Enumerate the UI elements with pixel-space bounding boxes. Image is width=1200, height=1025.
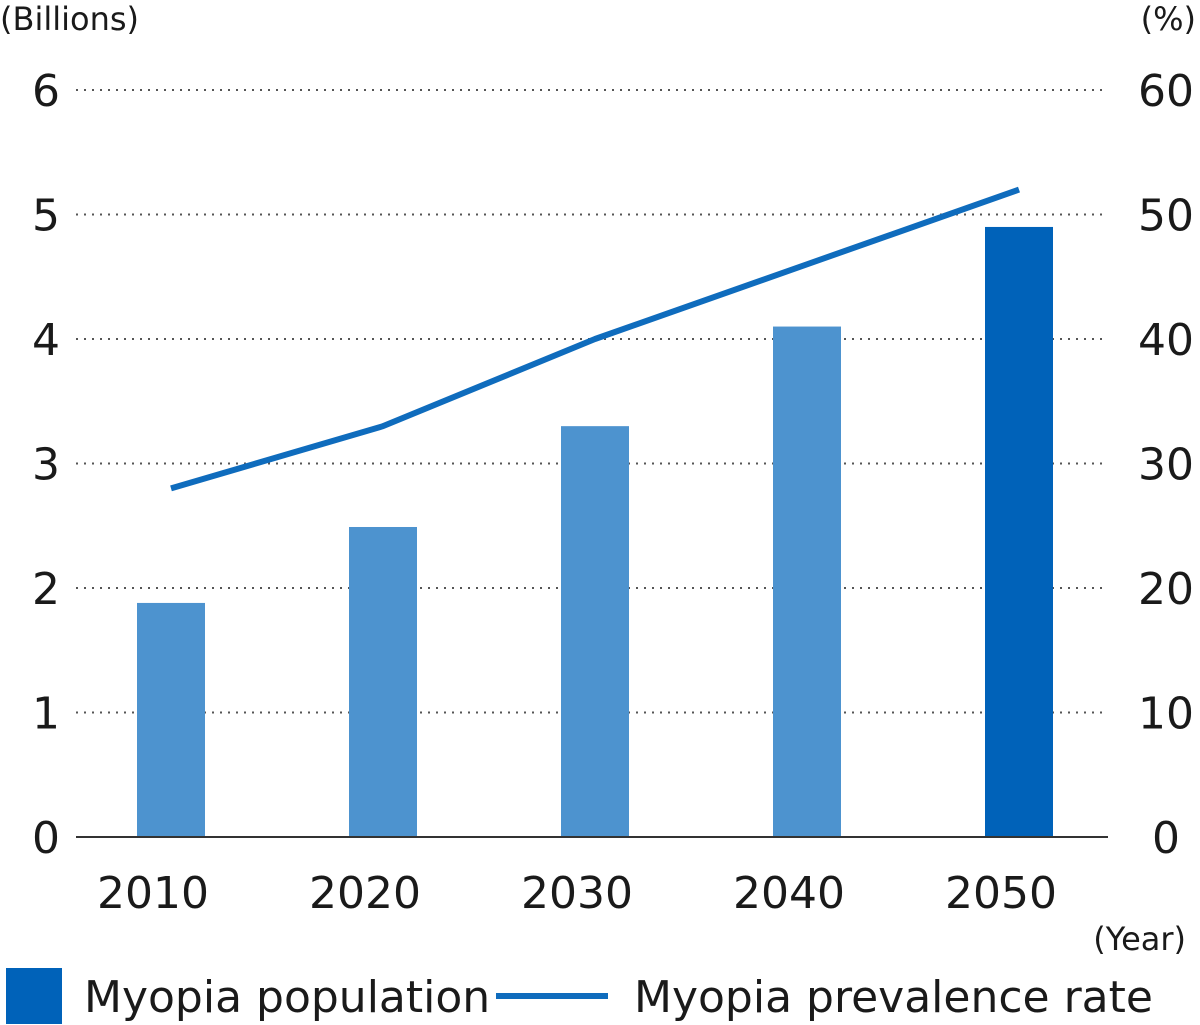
- left-tick-label: 2: [32, 564, 60, 615]
- x-tick-label: 2030: [521, 868, 633, 919]
- x-tick-label: 2040: [733, 868, 845, 919]
- bar-2020: [349, 526, 417, 837]
- right-tick-label: 10: [1138, 689, 1194, 740]
- prevalence-line: [170, 186, 1020, 492]
- x-axis-unit: (Year): [1093, 920, 1186, 958]
- x-tick-label: 2050: [945, 868, 1057, 919]
- bar-2030: [561, 426, 629, 837]
- left-tick-label: 0: [32, 813, 60, 864]
- legend: Myopia population Myopia prevalence rate: [6, 968, 1153, 1024]
- left-tick-label: 1: [32, 689, 60, 740]
- right-tick-label: 0: [1152, 813, 1180, 864]
- right-tick-label: 60: [1138, 66, 1194, 117]
- bar-2010: [137, 602, 205, 837]
- bar-2040: [773, 326, 841, 837]
- right-axis-unit: (%): [1141, 0, 1196, 38]
- x-tick-label: 2020: [309, 868, 421, 919]
- right-tick-label: 50: [1138, 191, 1194, 242]
- bar-2050: [985, 226, 1053, 837]
- right-tick-label: 20: [1138, 564, 1194, 615]
- right-tick-label: 30: [1138, 440, 1194, 491]
- rate-line-group: [170, 186, 1020, 492]
- legend-label-rate: Myopia prevalence rate: [634, 972, 1153, 1023]
- left-tick-label: 3: [32, 440, 60, 491]
- legend-swatch-population: [6, 968, 62, 1024]
- left-tick-label: 5: [32, 191, 60, 242]
- right-tick-label: 40: [1138, 315, 1194, 366]
- left-tick-label: 6: [32, 66, 60, 117]
- x-tick-label: 2010: [97, 868, 209, 919]
- left-tick-label: 4: [32, 315, 60, 366]
- legend-label-population: Myopia population: [84, 972, 490, 1023]
- left-axis-unit: (Billions): [0, 0, 139, 38]
- bars-group: [137, 226, 1053, 837]
